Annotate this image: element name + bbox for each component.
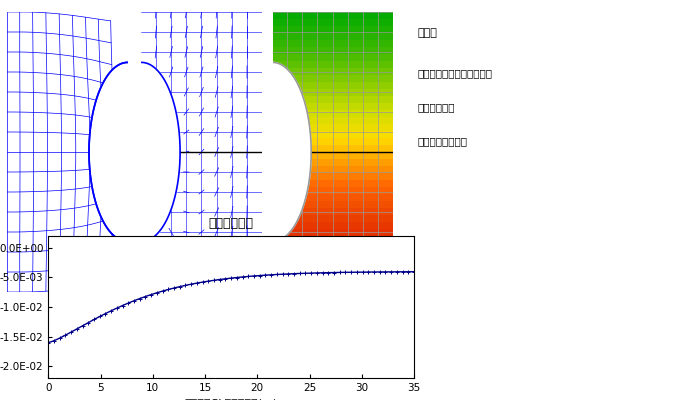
Bar bbox=[273, 278, 393, 285]
Bar bbox=[273, 180, 393, 187]
Text: ・主応力分布: ・主応力分布 bbox=[417, 102, 455, 112]
Bar bbox=[273, 131, 393, 138]
Bar bbox=[273, 222, 393, 229]
Bar bbox=[273, 159, 393, 166]
Bar bbox=[273, 187, 393, 194]
Bar bbox=[273, 215, 393, 222]
Bar bbox=[273, 166, 393, 173]
Bar bbox=[273, 33, 393, 40]
Bar bbox=[273, 208, 393, 215]
Text: 地表面沈下量: 地表面沈下量 bbox=[208, 217, 254, 230]
Text: ・シールド周辺の変位分布: ・シールド周辺の変位分布 bbox=[417, 68, 493, 78]
Bar bbox=[273, 61, 393, 68]
Bar bbox=[273, 152, 393, 159]
Bar bbox=[273, 96, 393, 103]
Bar bbox=[273, 138, 393, 145]
Polygon shape bbox=[89, 62, 166, 242]
Bar bbox=[273, 243, 393, 250]
Bar bbox=[273, 271, 393, 278]
Text: ・最大主応力分布: ・最大主応力分布 bbox=[417, 136, 467, 146]
Bar bbox=[273, 229, 393, 236]
Bar bbox=[273, 124, 393, 131]
Bar bbox=[273, 145, 393, 152]
Polygon shape bbox=[234, 62, 311, 242]
Bar bbox=[273, 110, 393, 117]
Bar bbox=[273, 82, 393, 89]
Bar bbox=[273, 250, 393, 257]
Bar bbox=[273, 54, 393, 61]
Bar bbox=[273, 201, 393, 208]
Bar bbox=[273, 12, 393, 19]
Polygon shape bbox=[103, 62, 180, 242]
Bar bbox=[273, 26, 393, 33]
Bar bbox=[273, 40, 393, 47]
Bar bbox=[273, 103, 393, 110]
Bar bbox=[273, 47, 393, 54]
Text: 左から: 左から bbox=[417, 28, 437, 38]
Bar bbox=[273, 236, 393, 243]
Bar bbox=[273, 194, 393, 201]
Bar bbox=[273, 173, 393, 180]
Bar bbox=[273, 19, 393, 26]
Bar bbox=[273, 117, 393, 124]
Bar bbox=[273, 285, 393, 292]
Bar bbox=[273, 68, 393, 75]
Bar bbox=[273, 89, 393, 96]
Bar bbox=[273, 75, 393, 82]
Bar bbox=[273, 257, 393, 264]
X-axis label: シールドCLからの距離(m): シールドCLからの距離(m) bbox=[184, 398, 278, 400]
Bar bbox=[273, 264, 393, 271]
